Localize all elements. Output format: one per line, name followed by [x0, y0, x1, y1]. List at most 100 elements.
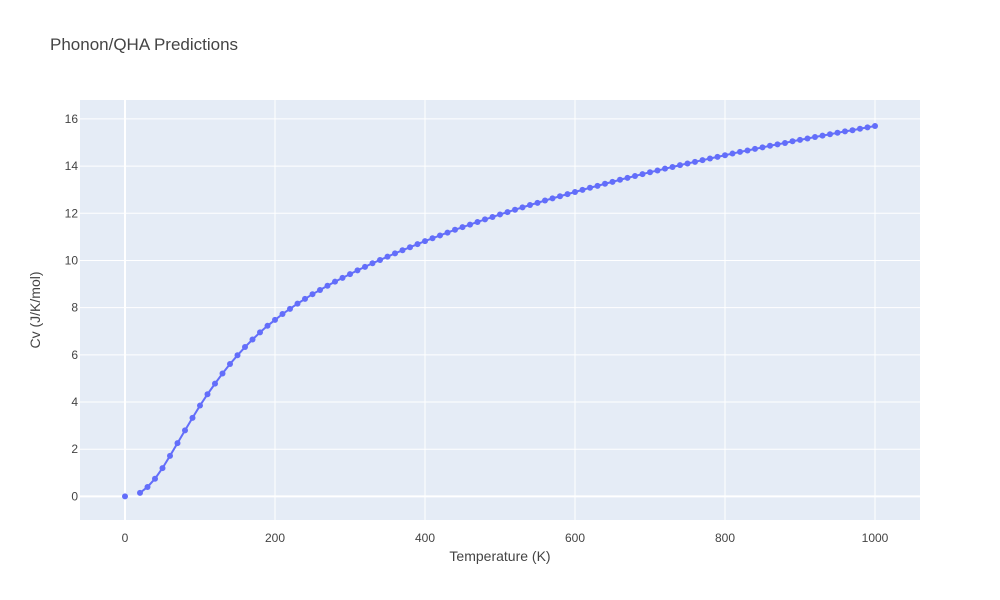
- data-point: [144, 483, 151, 490]
- data-point: [834, 129, 841, 136]
- data-point: [422, 238, 428, 245]
- data-point: [189, 414, 196, 421]
- data-point: [572, 189, 578, 196]
- x-tick-label: 400: [415, 531, 435, 545]
- data-point: [384, 253, 391, 260]
- data-point: [219, 370, 226, 377]
- data-point: [429, 235, 436, 242]
- data-point: [872, 122, 878, 129]
- data-point: [662, 165, 668, 172]
- y-tick-label: 12: [65, 206, 79, 220]
- data-point: [324, 282, 331, 289]
- data-point: [677, 162, 683, 169]
- data-point: [444, 229, 451, 236]
- data-point: [339, 274, 346, 281]
- y-tick-label: 6: [71, 348, 78, 362]
- data-point: [137, 489, 143, 496]
- data-point: [819, 132, 826, 139]
- x-tick-label: 1000: [862, 531, 889, 545]
- data-point: [744, 147, 751, 154]
- data-point: [722, 152, 728, 159]
- x-axis-ticks: 0 200 400 600 800 1000: [122, 531, 889, 545]
- data-point: [549, 195, 556, 202]
- data-point: [167, 452, 173, 459]
- y-tick-label: 10: [65, 253, 79, 267]
- data-point: [714, 153, 721, 160]
- data-point: [602, 180, 608, 187]
- data-point: [849, 127, 856, 134]
- data-point: [564, 191, 571, 198]
- x-tick-label: 600: [565, 531, 585, 545]
- data-point: [827, 131, 833, 138]
- data-point: [459, 224, 466, 231]
- x-tick-label: 200: [265, 531, 285, 545]
- data-point: [159, 465, 166, 472]
- y-tick-label: 2: [71, 442, 78, 456]
- chart-title: Phonon/QHA Predictions: [50, 35, 238, 54]
- y-tick-label: 8: [71, 301, 78, 315]
- data-point: [482, 216, 488, 223]
- x-tick-label: 800: [715, 531, 735, 545]
- data-point: [782, 139, 788, 146]
- data-point: [452, 226, 458, 233]
- data-point: [347, 271, 353, 278]
- data-point: [864, 124, 871, 131]
- data-point: [317, 286, 323, 293]
- data-point: [287, 305, 293, 312]
- data-point: [857, 125, 863, 132]
- data-point: [474, 218, 481, 225]
- data-point: [579, 186, 586, 193]
- data-point: [534, 199, 541, 206]
- data-point: [272, 316, 278, 323]
- data-point: [437, 232, 443, 239]
- data-point: [377, 256, 383, 263]
- data-point: [354, 267, 361, 274]
- plot-area: [80, 100, 920, 520]
- y-tick-label: 16: [65, 112, 79, 126]
- data-point: [647, 169, 653, 176]
- data-point: [294, 300, 301, 307]
- data-point: [182, 427, 188, 434]
- y-axis-label: Cv (J/K/mol): [27, 272, 43, 349]
- data-point: [212, 380, 218, 387]
- data-point: [557, 193, 563, 200]
- data-point: [309, 291, 316, 298]
- x-axis-label: Temperature (K): [449, 548, 550, 564]
- data-point: [842, 128, 848, 135]
- data-point: [774, 141, 781, 148]
- data-point: [489, 214, 496, 221]
- y-tick-label: 0: [71, 489, 78, 503]
- x-tick-label: 0: [122, 531, 129, 545]
- data-point: [587, 184, 593, 191]
- data-point: [789, 138, 796, 145]
- data-point: [152, 475, 158, 482]
- data-point: [399, 247, 406, 254]
- data-point: [504, 209, 511, 216]
- data-point: [632, 172, 638, 179]
- data-point: [527, 202, 533, 208]
- series-cv: [122, 122, 878, 500]
- data-point: [249, 336, 256, 343]
- y-tick-label: 4: [71, 395, 78, 409]
- data-point: [752, 145, 758, 152]
- data-point: [639, 171, 646, 178]
- data-point: [242, 344, 248, 351]
- data-point: [227, 361, 233, 368]
- data-point: [617, 176, 623, 183]
- data-point: [302, 295, 308, 302]
- data-point: [519, 204, 526, 211]
- data-point: [684, 160, 691, 167]
- data-point: [812, 134, 818, 141]
- data-point: [332, 278, 338, 285]
- data-point: [707, 155, 713, 162]
- data-point: [512, 206, 518, 213]
- data-point: [692, 158, 698, 165]
- data-point: [122, 493, 128, 500]
- y-axis-ticks: 0 2 4 6 8 10 12 14 16: [65, 112, 79, 504]
- data-point: [369, 260, 376, 267]
- data-point: [729, 150, 736, 157]
- data-point: [497, 211, 503, 218]
- data-point: [392, 250, 398, 257]
- data-point: [609, 178, 616, 185]
